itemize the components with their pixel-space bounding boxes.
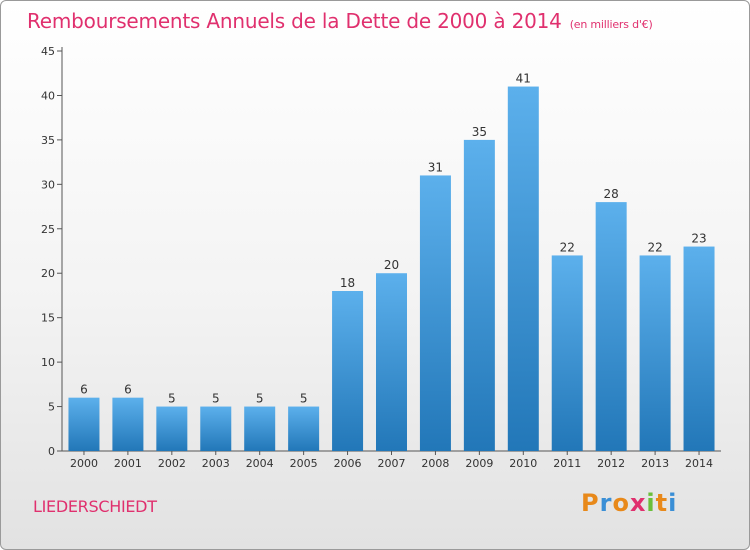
value-label-2010: 41	[516, 72, 531, 86]
value-label-2002: 5	[168, 392, 176, 406]
y-tick-label: 15	[41, 312, 55, 325]
chart-title: Remboursements Annuels de la Dette de 20…	[27, 9, 653, 33]
value-label-2014: 23	[691, 232, 706, 246]
bar-2014	[683, 246, 715, 451]
bar-2011	[551, 255, 583, 451]
chart-bars: 6 6 5 5 5 5 18 20 31 35 41 22 28 22 23	[68, 72, 715, 452]
bar-2009	[463, 139, 495, 451]
x-tick-label-2014: 2014	[685, 457, 713, 470]
x-tick-label-2001: 2001	[114, 457, 142, 470]
bar-2001	[112, 397, 144, 451]
logo-letter: i	[668, 489, 678, 517]
x-tick-label-2007: 2007	[378, 457, 406, 470]
logo-letter: x	[629, 489, 647, 517]
value-label-2012: 28	[604, 187, 619, 201]
x-tick-label-2000: 2000	[70, 457, 98, 470]
x-tick-label-2011: 2011	[553, 457, 581, 470]
y-tick-label: 10	[41, 356, 55, 369]
chart-subtitle: (en milliers d'€)	[569, 18, 653, 31]
y-tick-label: 5	[48, 401, 55, 414]
y-tick-label: 30	[41, 178, 55, 191]
x-tick-label-2013: 2013	[641, 457, 669, 470]
value-label-2007: 20	[384, 258, 399, 272]
commune-name: LIEDERSCHIEDT	[33, 497, 157, 516]
bar-2002	[156, 406, 188, 451]
x-tick-label-2006: 2006	[334, 457, 362, 470]
x-tick-label-2009: 2009	[465, 457, 493, 470]
value-label-2001: 6	[124, 383, 132, 397]
y-tick-label: 35	[41, 134, 55, 147]
x-tick-label-2008: 2008	[421, 457, 449, 470]
bar-2010	[507, 86, 539, 452]
bar-2006	[332, 291, 364, 451]
y-tick-label: 25	[41, 223, 55, 236]
chart-axes: 0 5 10 15 20 25 30 35 40 45 2000 2001 2002 2003 2004 20…	[41, 45, 721, 470]
bar-2007	[376, 273, 407, 451]
value-label-2013: 22	[647, 240, 662, 254]
y-tick-label: 0	[48, 445, 55, 458]
value-label-2006: 18	[340, 276, 355, 290]
value-label-2003: 5	[212, 392, 220, 406]
x-tick-label-2004: 2004	[246, 457, 274, 470]
logo-letter: i	[646, 489, 656, 517]
bar-2000	[68, 397, 100, 451]
x-tick-label-2002: 2002	[158, 457, 186, 470]
bar-2013	[639, 255, 671, 451]
bar-2005	[288, 406, 320, 451]
bar-2004	[244, 406, 276, 451]
logo-letter: o	[612, 489, 630, 517]
value-label-2004: 5	[256, 392, 264, 406]
bar-2012	[595, 202, 627, 451]
bar-2008	[419, 175, 451, 451]
x-tick-label-2005: 2005	[290, 457, 318, 470]
logo-letter: P	[581, 489, 600, 517]
y-tick-label: 45	[41, 45, 55, 58]
x-tick-label-2012: 2012	[597, 457, 625, 470]
value-label-2008: 31	[428, 160, 443, 174]
bar-2003	[200, 406, 232, 451]
proxiti-logo[interactable]: Proxiti	[581, 489, 677, 517]
value-label-2011: 22	[560, 240, 575, 254]
y-tick-label: 20	[41, 267, 55, 280]
y-tick-label: 40	[41, 89, 55, 102]
value-label-2009: 35	[472, 125, 487, 139]
chart-title-text: Remboursements Annuels de la Dette de 20…	[27, 9, 562, 33]
x-tick-label-2010: 2010	[509, 457, 537, 470]
x-tick-label-2003: 2003	[202, 457, 230, 470]
value-label-2005: 5	[300, 392, 308, 406]
value-label-2000: 6	[80, 383, 88, 397]
logo-letter: r	[599, 489, 613, 517]
logo-letter: t	[655, 489, 669, 517]
